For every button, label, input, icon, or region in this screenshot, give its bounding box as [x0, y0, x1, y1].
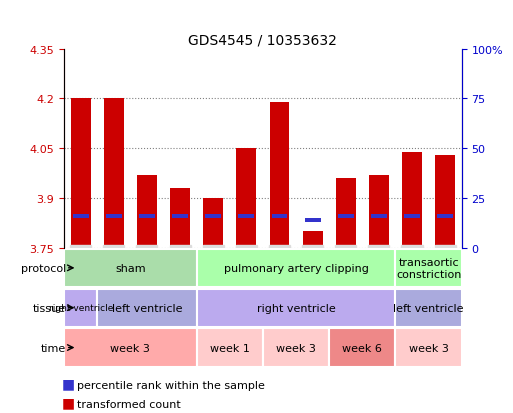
- Text: percentile rank within the sample: percentile rank within the sample: [77, 380, 265, 390]
- Bar: [305, 218, 321, 222]
- FancyBboxPatch shape: [329, 329, 396, 367]
- FancyBboxPatch shape: [396, 249, 462, 287]
- Text: week 3: week 3: [409, 343, 448, 353]
- Bar: [269, 102, 289, 248]
- FancyBboxPatch shape: [196, 249, 396, 287]
- FancyBboxPatch shape: [97, 289, 196, 327]
- Bar: [104, 99, 124, 248]
- Text: sham: sham: [115, 263, 146, 273]
- Text: left ventricle: left ventricle: [393, 303, 464, 313]
- FancyBboxPatch shape: [196, 289, 396, 327]
- Text: ■: ■: [62, 395, 75, 409]
- Bar: [404, 215, 420, 219]
- FancyBboxPatch shape: [396, 289, 462, 327]
- Bar: [236, 149, 256, 248]
- Bar: [303, 232, 323, 248]
- Text: transformed count: transformed count: [77, 399, 181, 409]
- Bar: [369, 176, 389, 248]
- Bar: [139, 215, 155, 219]
- Bar: [71, 99, 91, 248]
- Bar: [435, 156, 455, 248]
- Bar: [106, 215, 122, 219]
- Text: left ventricle: left ventricle: [112, 303, 182, 313]
- Bar: [402, 152, 422, 248]
- Bar: [203, 199, 223, 248]
- Text: week 3: week 3: [276, 343, 316, 353]
- Bar: [172, 215, 188, 219]
- FancyBboxPatch shape: [64, 329, 196, 367]
- FancyBboxPatch shape: [196, 329, 263, 367]
- Bar: [271, 215, 287, 219]
- Text: week 6: week 6: [342, 343, 382, 353]
- Text: time: time: [41, 343, 66, 353]
- Text: pulmonary artery clipping: pulmonary artery clipping: [224, 263, 368, 273]
- Bar: [170, 189, 190, 248]
- Text: tissue: tissue: [33, 303, 66, 313]
- Text: ■: ■: [62, 376, 75, 390]
- Bar: [338, 215, 353, 219]
- Text: right ventricle: right ventricle: [49, 304, 113, 312]
- Bar: [437, 215, 453, 219]
- Bar: [205, 215, 221, 219]
- FancyBboxPatch shape: [64, 249, 196, 287]
- Text: week 3: week 3: [110, 343, 150, 353]
- Bar: [239, 215, 254, 219]
- Bar: [137, 176, 157, 248]
- FancyBboxPatch shape: [263, 329, 329, 367]
- Text: week 1: week 1: [210, 343, 250, 353]
- Text: protocol: protocol: [21, 263, 66, 273]
- FancyBboxPatch shape: [396, 329, 462, 367]
- Bar: [73, 215, 89, 219]
- Bar: [336, 179, 356, 248]
- Text: transaortic
constriction: transaortic constriction: [396, 257, 461, 279]
- FancyBboxPatch shape: [64, 289, 97, 327]
- Text: right ventricle: right ventricle: [256, 303, 336, 313]
- Title: GDS4545 / 10353632: GDS4545 / 10353632: [188, 33, 338, 47]
- Bar: [371, 215, 387, 219]
